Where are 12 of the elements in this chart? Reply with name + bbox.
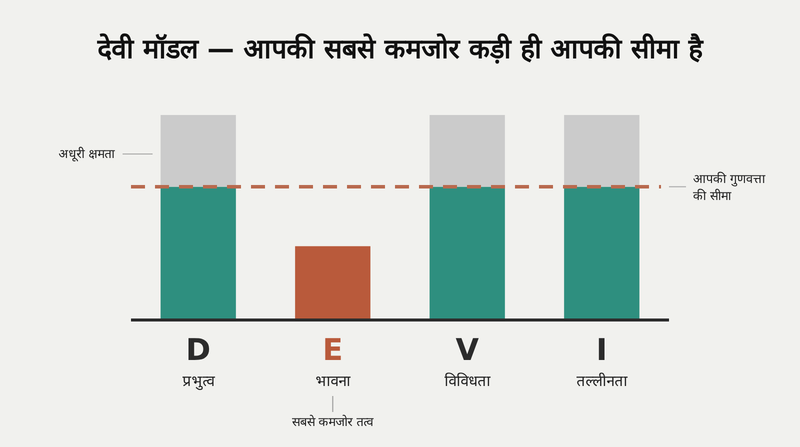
x-tick-label: I [596, 333, 608, 368]
x-tick-label: तल्लीनता [576, 372, 628, 390]
x-tick-label: D [186, 333, 211, 368]
annotation: अधूरी क्षमता [58, 146, 115, 161]
annotation: सबसे कमजोर तत्व [292, 414, 374, 429]
x-tick-label: भावना [315, 372, 350, 390]
x-tick-label: V [456, 333, 479, 368]
x-tick-label: E [322, 333, 343, 368]
x-tick-label: प्रभुत्व [182, 372, 214, 390]
ref-label: आपकी गुणवत्ता की सीमा [693, 170, 765, 203]
x-tick-label: विविधता [444, 372, 490, 390]
title: देवी मॉडल — आपकी सबसे कमजोर कड़ी ही आपकी सीमा है [98, 34, 702, 65]
